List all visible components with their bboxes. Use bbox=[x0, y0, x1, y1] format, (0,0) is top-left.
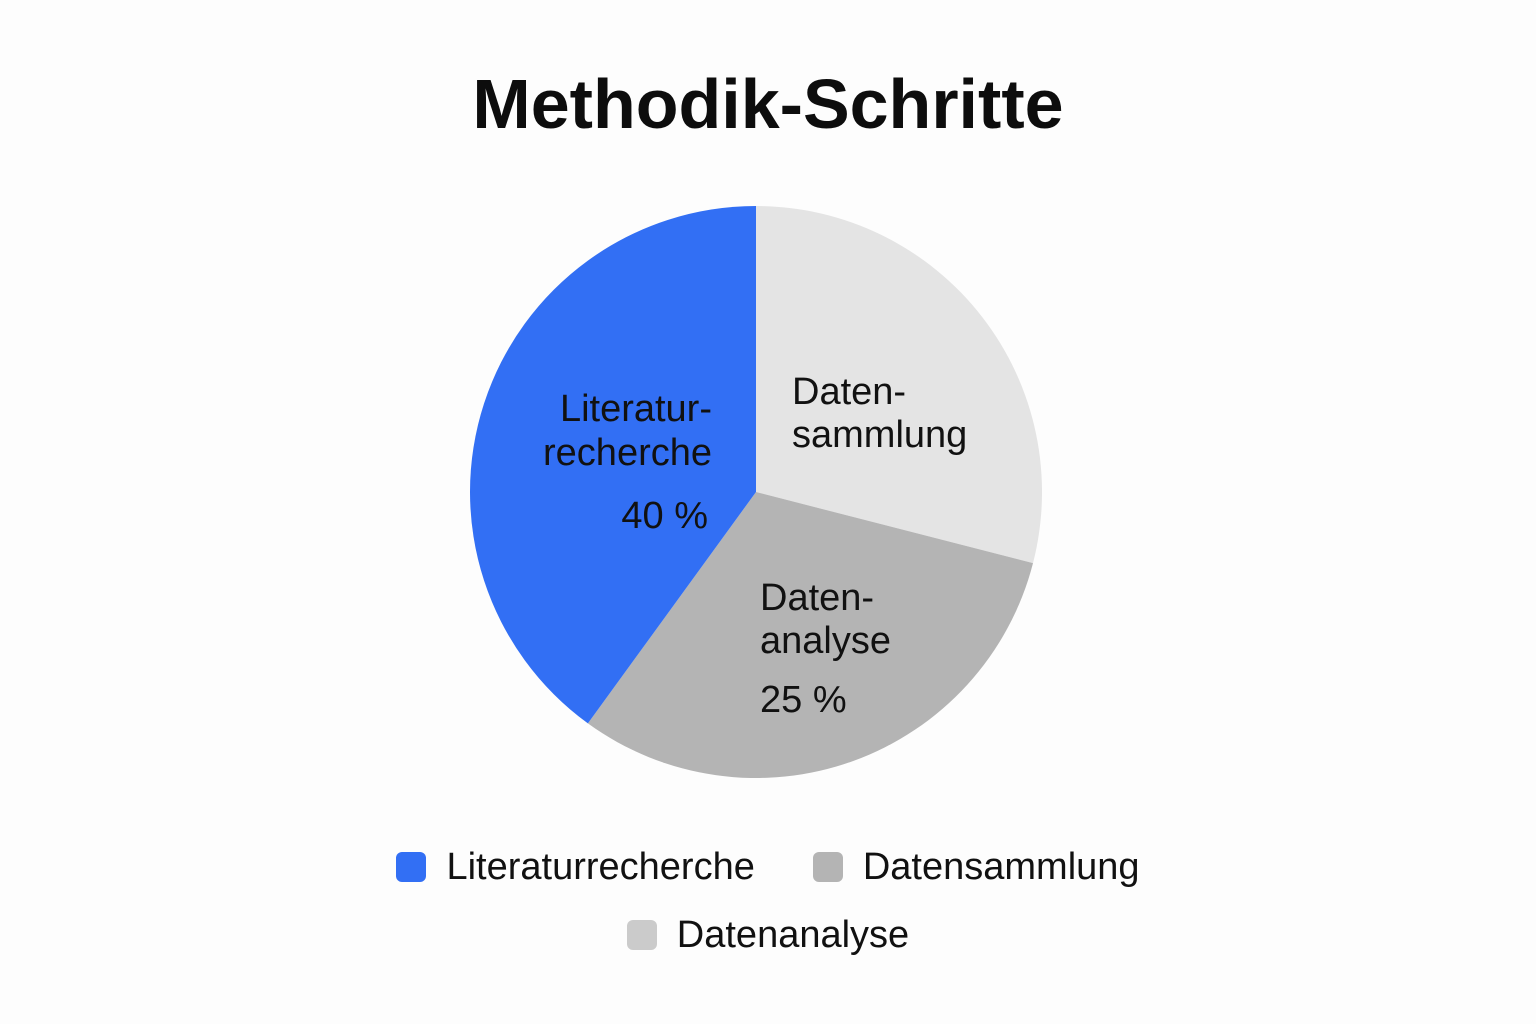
pie-slice-datenanalyse bbox=[587, 492, 1034, 778]
legend-label-datenanalyse: Datenanalyse bbox=[676, 914, 910, 956]
slice-label-literaturrecherche-line-2: recherche bbox=[543, 432, 712, 474]
legend-swatch-literaturrecherche bbox=[396, 852, 427, 882]
legend-item-datensammlung: Datensammlung bbox=[812, 844, 1140, 890]
slice-label-datenanalyse-line-2: analyse bbox=[760, 620, 891, 662]
legend-item-literaturrecherche: Literaturrecherche bbox=[396, 844, 755, 890]
legend-label-literaturrecherche: Literaturrecherche bbox=[446, 846, 755, 888]
legend-label-datensammlung: Datensammlung bbox=[862, 846, 1140, 888]
legend-swatch-datenanalyse bbox=[626, 920, 657, 950]
pie-slices bbox=[470, 206, 1042, 778]
slice-value-label-datenanalyse: 25 % bbox=[760, 679, 847, 721]
legend-row-1: Literaturrecherche Datensammlung bbox=[0, 844, 1536, 890]
legend-swatch-datensammlung bbox=[812, 852, 843, 882]
chart-title: Methodik-Schritte bbox=[472, 65, 1064, 143]
slice-label-datensammlung-line-2: sammlung bbox=[792, 414, 967, 456]
slice-label-literaturrecherche-line-1: Literatur- bbox=[560, 388, 712, 430]
pie-slice-datensammlung bbox=[756, 206, 1042, 564]
legend-row-2: Datenanalyse bbox=[0, 912, 1536, 958]
slice-label-datensammlung-line-1: Daten- bbox=[792, 371, 906, 413]
slice-value-label-literaturrecherche: 40 % bbox=[621, 495, 708, 537]
legend-item-datenanalyse: Datenanalyse bbox=[626, 912, 910, 958]
slice-label-datenanalyse-line-1: Daten- bbox=[760, 577, 874, 619]
pie-slice-literaturrecherche bbox=[470, 206, 756, 724]
